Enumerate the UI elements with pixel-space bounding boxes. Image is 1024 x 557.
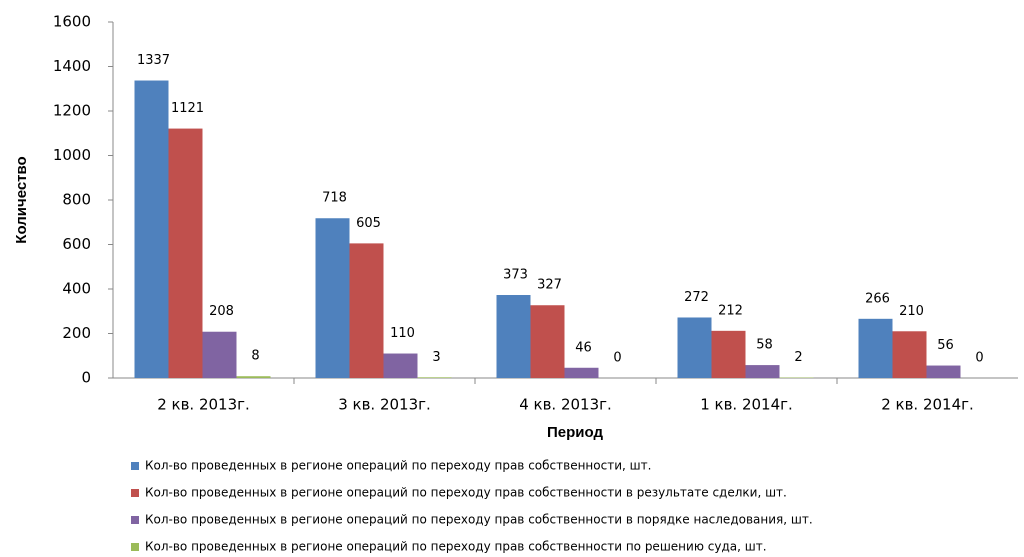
y-tick-label: 1400: [53, 57, 91, 75]
value-label: 210: [899, 304, 924, 319]
bar: [530, 305, 565, 378]
value-label: 272: [684, 290, 709, 305]
legend-label: Кол-во проведенных в регионе операций по…: [145, 486, 787, 500]
value-label: 46: [575, 340, 592, 355]
value-label: 266: [865, 291, 890, 306]
legend-swatch: [131, 516, 139, 524]
value-label: 8: [251, 349, 259, 364]
value-label: 2: [794, 350, 802, 365]
y-tick-label: 1000: [53, 146, 91, 164]
bar: [564, 367, 599, 378]
value-label: 56: [937, 338, 954, 353]
y-tick-label: 1200: [53, 102, 91, 120]
x-tick-label: 1 кв. 2014г.: [700, 396, 793, 414]
legend-label: Кол-во проведенных в регионе операций по…: [145, 513, 813, 527]
bar: [417, 377, 452, 378]
bar: [711, 330, 746, 378]
bar: [168, 128, 203, 378]
bar: [202, 331, 237, 378]
bar: [745, 365, 780, 378]
x-tick-label: 2 кв. 2014г.: [881, 396, 974, 414]
value-label: 208: [209, 304, 234, 319]
y-tick-label: 400: [62, 280, 91, 298]
legend-label: Кол-во проведенных в регионе операций по…: [145, 540, 767, 554]
bar: [496, 295, 531, 378]
legend-label: Кол-во проведенных в регионе операций по…: [145, 459, 651, 473]
y-axis-title: Количество: [13, 156, 30, 243]
legend-swatch: [131, 543, 139, 551]
bar: [858, 318, 893, 378]
value-label: 0: [613, 351, 621, 366]
bar: [236, 376, 271, 378]
bar: [315, 218, 350, 378]
bar: [926, 365, 961, 378]
x-axis-title: Период: [547, 424, 603, 441]
y-tick-label: 1600: [53, 13, 91, 31]
value-label: 110: [390, 326, 415, 341]
y-tick-label: 200: [62, 324, 91, 342]
bar: [134, 80, 169, 378]
value-label: 58: [756, 338, 773, 353]
value-label: 212: [718, 303, 743, 318]
x-tick-label: 3 кв. 2013г.: [338, 396, 431, 414]
x-tick-label: 2 кв. 2013г.: [157, 396, 250, 414]
value-label: 327: [537, 278, 562, 293]
bar: [383, 353, 418, 378]
bar: [677, 317, 712, 378]
x-tick-label: 4 кв. 2013г.: [519, 396, 612, 414]
legend-swatch: [131, 462, 139, 470]
y-tick-label: 600: [62, 235, 91, 253]
bar: [349, 243, 384, 378]
value-label: 1121: [171, 101, 204, 116]
value-label: 718: [322, 191, 347, 206]
value-label: 605: [356, 216, 381, 231]
y-tick-label: 800: [62, 191, 91, 209]
value-label: 0: [975, 351, 983, 366]
value-label: 3: [432, 350, 440, 365]
legend-swatch: [131, 489, 139, 497]
value-label: 373: [503, 268, 528, 283]
bar: [892, 331, 927, 378]
value-label: 1337: [137, 53, 170, 68]
y-tick-label: 0: [81, 369, 91, 387]
